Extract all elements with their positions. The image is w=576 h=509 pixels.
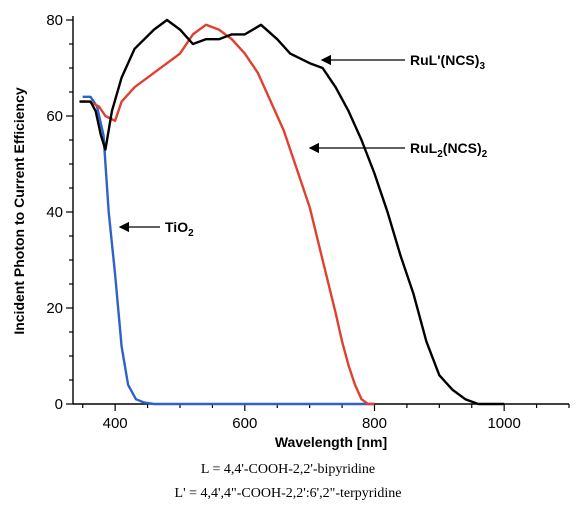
x-tick-label: 1000 <box>487 415 520 432</box>
chart-ticks: 400 600 800 1000 0 20 40 60 80 <box>46 12 570 432</box>
series-line-rul2-ncs-2 <box>79 23 375 406</box>
y-axis-title: Incident Photon to Current Efficiency <box>11 87 27 335</box>
annotation-rul2: RuL2(NCS)2 <box>410 140 488 160</box>
y-tick-label: 60 <box>46 108 63 125</box>
chart-axes <box>72 16 569 405</box>
footnote-ligand-l-prime: L' = 4,4',4"-COOH-2,2':6',2"-terpyridine <box>174 486 402 501</box>
y-tick-label: 40 <box>46 204 63 221</box>
y-tick-label: 0 <box>55 396 63 413</box>
series-line-tio2 <box>82 95 375 406</box>
x-tick-label: 800 <box>362 415 387 432</box>
x-axis-title: Wavelength [nm] <box>275 434 387 450</box>
series-line-rul-ncs-3 <box>79 18 505 406</box>
y-tick-label: 20 <box>46 300 63 317</box>
x-tick-label: 600 <box>232 415 257 432</box>
annotation-rul3: RuL'(NCS)3 <box>410 52 485 72</box>
ipce-chart: 400 600 800 1000 0 20 40 60 80 RuL'(NCS)3 RuL2(N… <box>11 12 570 450</box>
annotation-tio2: TiO2 <box>165 219 194 239</box>
chart-series <box>79 18 505 406</box>
y-tick-label: 80 <box>46 12 63 29</box>
x-tick-label: 400 <box>103 415 128 432</box>
footnote-ligand-l: L = 4,4'-COOH-2,2'-bipyridine <box>200 462 376 477</box>
chart-annotations: RuL'(NCS)3 RuL2(NCS)2 TiO2 <box>118 52 488 239</box>
